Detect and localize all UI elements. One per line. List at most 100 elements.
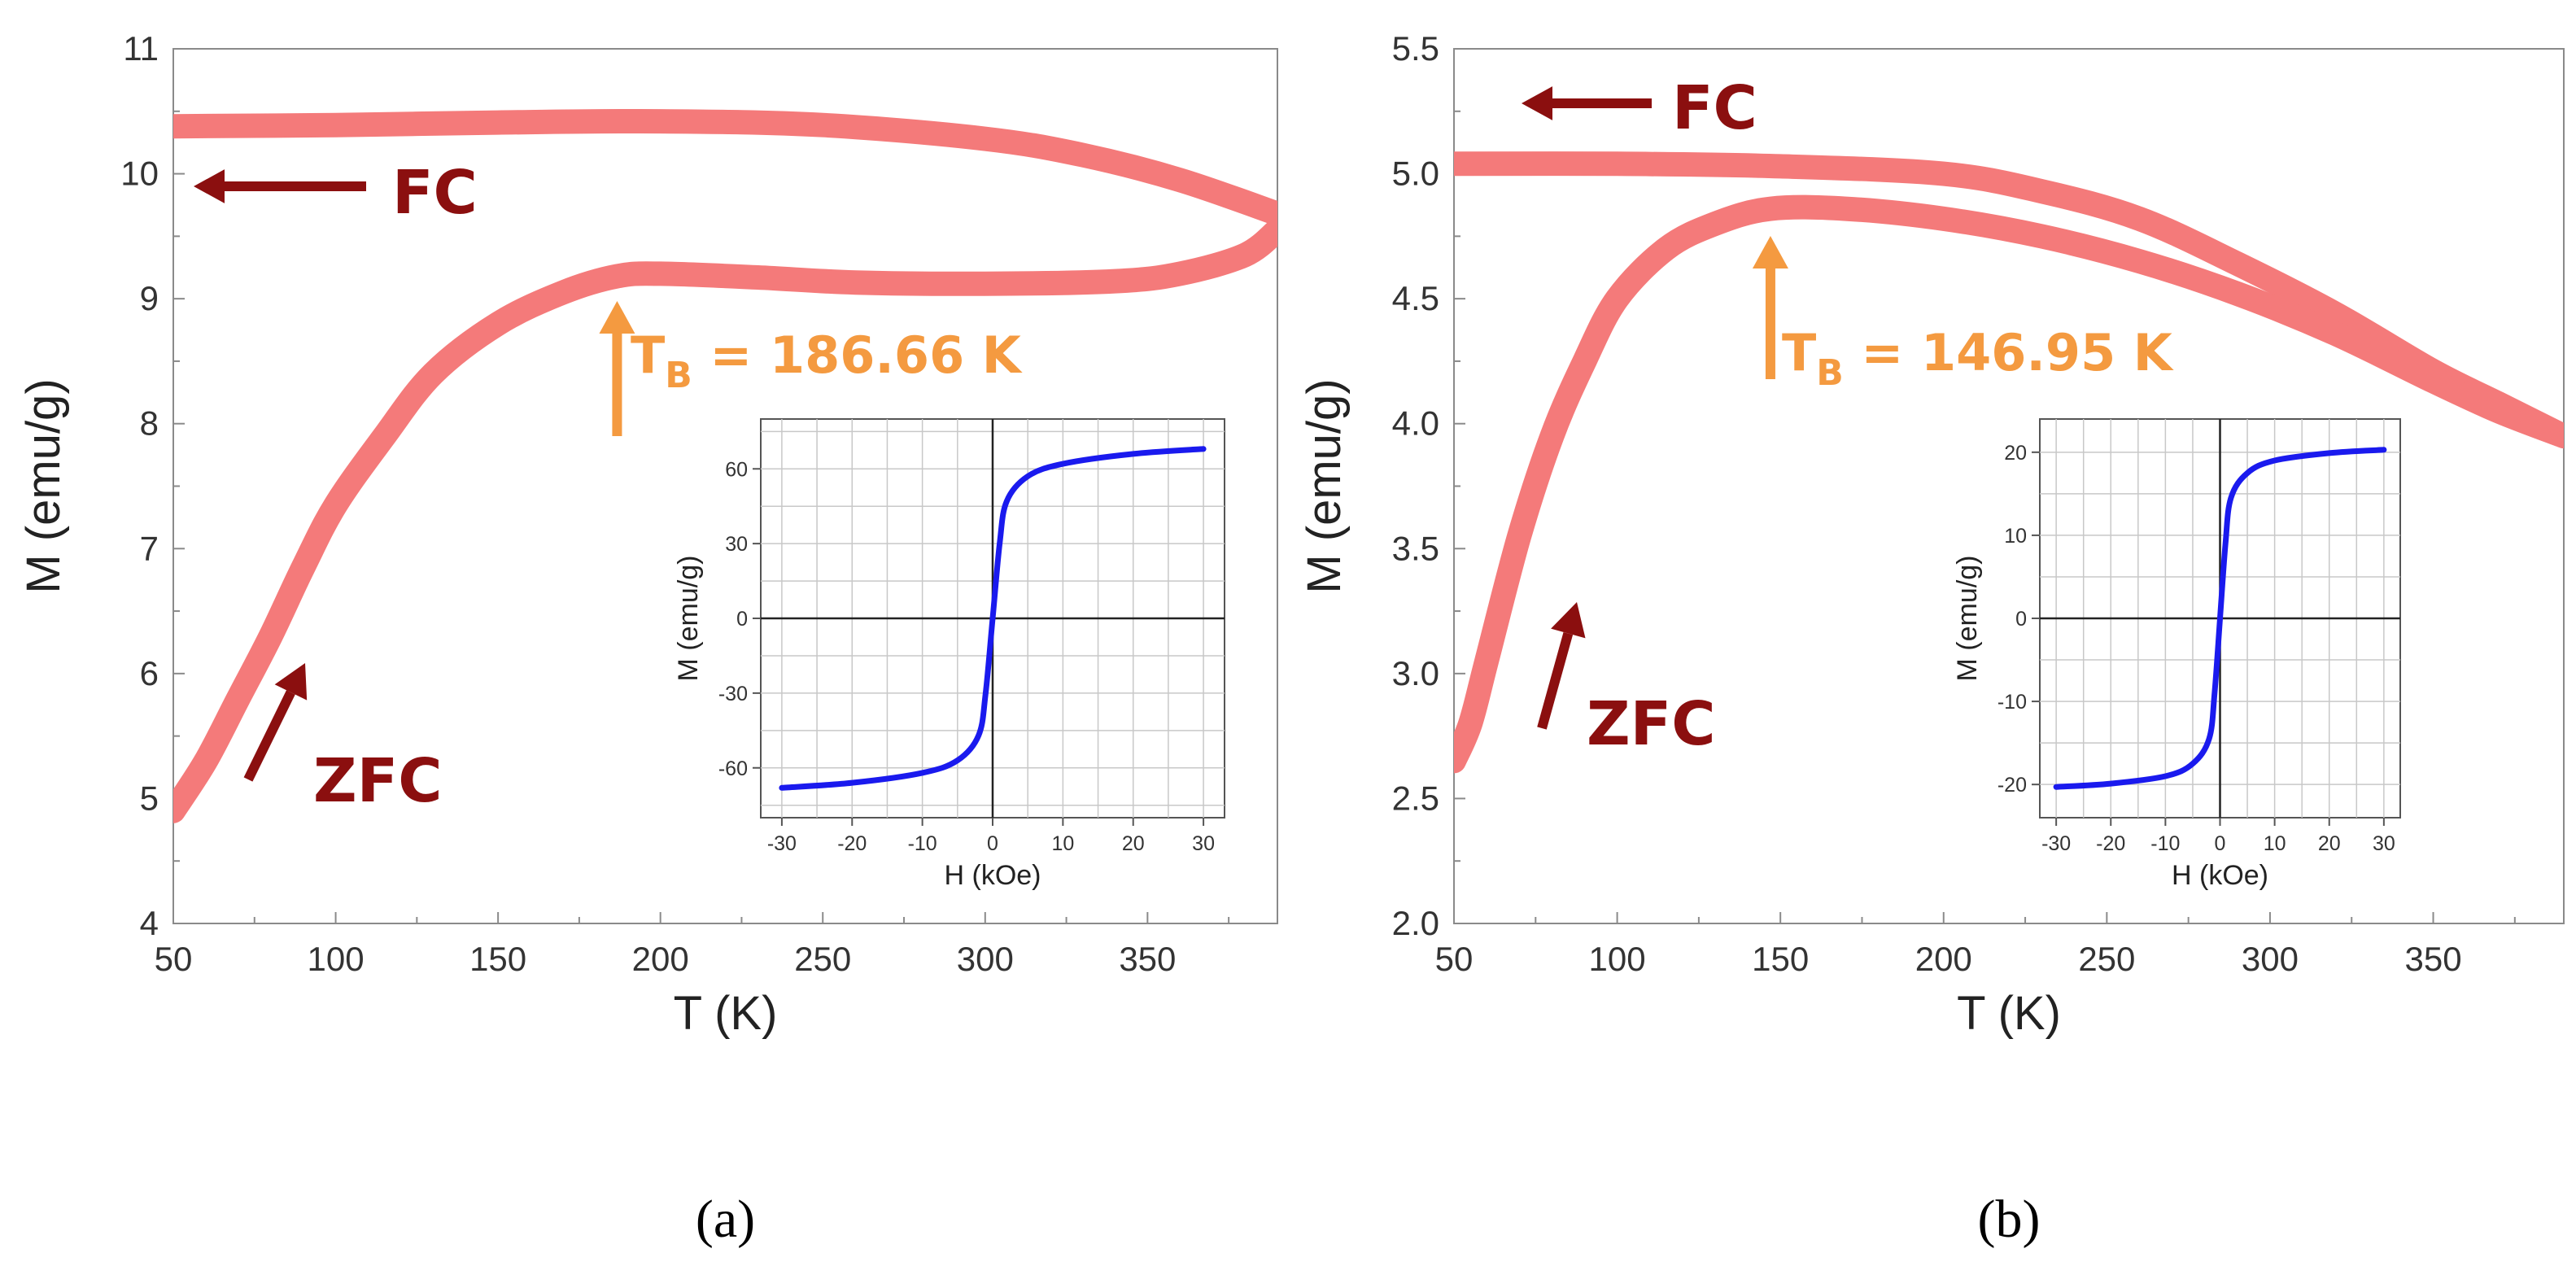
inset-x-tick-label: -10: [2150, 832, 2180, 855]
inset-x-tick-label: 10: [1051, 832, 1074, 855]
inset-y-axis-label: M (emu/g): [673, 556, 704, 682]
zfc-arrow-shaft: [1537, 631, 1574, 730]
tb-value: = 186.66 K: [692, 325, 1023, 385]
fc-arrow-head: [1522, 86, 1552, 120]
zfc-arrow-head: [1551, 602, 1586, 639]
y-tick-label: 4: [140, 904, 159, 942]
y-tick-label: 6: [140, 654, 159, 692]
inset-x-tick-label: -20: [2096, 832, 2125, 855]
y-tick-label: 9: [140, 279, 159, 317]
y-tick-label: 5: [140, 779, 159, 817]
x-tick-label: 100: [308, 940, 365, 978]
series-zfc: [173, 217, 1277, 823]
tb-subscript: B: [1816, 352, 1844, 394]
zfc-arrow: [1537, 602, 1586, 730]
tb-label: TB = 146.95 K: [1782, 323, 2174, 394]
inset-y-axis-label: M (emu/g): [1952, 556, 1983, 682]
inset-y-tick-label: 0: [2015, 608, 2027, 631]
y-tick-label: 5.5: [1392, 29, 1439, 68]
x-tick-label: 50: [1435, 940, 1474, 978]
inset-y-tick-label: 0: [736, 608, 748, 631]
x-tick-label: 300: [2242, 940, 2299, 978]
tb-subscript: B: [665, 355, 692, 396]
inset-x-tick-label: 30: [2373, 832, 2395, 855]
y-tick-label: 8: [140, 404, 159, 443]
series-zfc: [1454, 194, 2564, 774]
x-tick-label: 350: [2404, 940, 2461, 978]
tb-label: TB = 186.66 K: [631, 325, 1023, 396]
inset-x-tick-label: -10: [908, 832, 937, 855]
inset-y-tick-label: 30: [725, 533, 748, 556]
inset: -30 -20 -10 0 10 20 30 -20 -10 0 10 20 H (kOe) M (emu…: [1952, 418, 2401, 891]
tb-arrow-head: [599, 301, 635, 334]
y-tick-label: 4.0: [1392, 404, 1439, 443]
curves: [173, 108, 1277, 823]
inset-x-tick-label: 0: [987, 832, 998, 855]
x-tick-label: 150: [1752, 940, 1809, 978]
panel-caption: (b): [1978, 1190, 2041, 1249]
panel-b: 50 100 150 200 250 300 3502.02.53.03.54.04.55.…: [1298, 29, 2565, 1249]
tb-arrow: [599, 301, 635, 436]
inset-y-tick-label: 20: [2004, 442, 2027, 465]
x-tick-label: 200: [1915, 940, 1972, 978]
x-tick-label: 250: [794, 940, 851, 978]
zfc-arrow-head: [274, 663, 308, 701]
x-axis-label: T (K): [1957, 987, 2061, 1040]
fc-arrow: [1522, 86, 1652, 120]
y-tick-label: 10: [120, 155, 159, 193]
x-axis-label: T (K): [674, 987, 778, 1040]
inset-y-tick-label: 60: [725, 458, 748, 481]
inset: -30 -20 -10 0 10 20 30 -60 -30 0 30 60 H (kOe) M (emu…: [673, 418, 1225, 891]
tb-prefix: T: [1782, 323, 1816, 382]
inset-x-axis-label: H (kOe): [2172, 860, 2268, 891]
x-tick-label: 300: [957, 940, 1014, 978]
y-tick-label: 4.5: [1392, 279, 1439, 317]
panel-caption: (a): [696, 1190, 755, 1249]
inset-series-mh: [2053, 447, 2387, 790]
y-tick-label: 3.5: [1392, 529, 1439, 567]
x-tick-label: 50: [155, 940, 193, 978]
curves: [1454, 151, 2564, 774]
y-tick-label: 2.5: [1392, 779, 1439, 817]
zfc-label: ZFC: [1587, 689, 1716, 759]
y-tick-label: 11: [123, 29, 159, 68]
fc-arrow: [194, 169, 366, 203]
y-axis-label: M (emu/g): [1298, 378, 1351, 593]
y-tick-label: 3.0: [1392, 654, 1439, 692]
inset-y-tick-label: -20: [1997, 774, 2027, 797]
inset-x-tick-label: -30: [2041, 832, 2071, 855]
inset-x-tick-label: 10: [2264, 832, 2286, 855]
tb-arrow: [1752, 236, 1788, 379]
x-tick-label: 250: [2078, 940, 2135, 978]
y-axis-label: M (emu/g): [17, 378, 70, 593]
series-fc: [173, 108, 1277, 226]
fc-label: FC: [1672, 73, 1757, 143]
inset-series-mh: [779, 446, 1207, 791]
y-tick-label: 7: [140, 529, 159, 567]
zfc-label: ZFC: [313, 746, 443, 816]
x-tick-label: 350: [1119, 940, 1176, 978]
y-tick-label: 5.0: [1392, 155, 1439, 193]
x-tick-label: 200: [632, 940, 689, 978]
inset-x-tick-label: -20: [837, 832, 867, 855]
inset-x-tick-label: 20: [1122, 832, 1145, 855]
inset-y-tick-label: 10: [2004, 525, 2027, 548]
inset-y-tick-label: -30: [718, 683, 748, 705]
tb-arrow-head: [1752, 236, 1788, 268]
zfc-arrow-shaft: [243, 690, 295, 782]
x-tick-label: 100: [1589, 940, 1646, 978]
tb-value: = 146.95 K: [1844, 323, 2174, 382]
y-tick-label: 2.0: [1392, 904, 1439, 942]
fc-arrow-head: [194, 169, 225, 203]
inset-x-tick-label: 30: [1192, 832, 1215, 855]
fc-label: FC: [392, 158, 478, 228]
inset-x-tick-label: 20: [2318, 832, 2341, 855]
inset-y-tick-label: -10: [1997, 691, 2027, 714]
inset-y-tick-label: -60: [718, 757, 748, 780]
x-tick-label: 150: [469, 940, 526, 978]
tb-prefix: T: [631, 325, 665, 385]
inset-x-axis-label: H (kOe): [945, 860, 1041, 891]
inset-x-tick-label: 0: [2215, 832, 2226, 855]
